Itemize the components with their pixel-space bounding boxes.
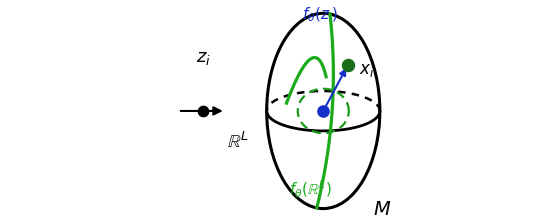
Text: $z_i$: $z_i$ — [196, 49, 211, 67]
Text: $f_\theta(\mathbb{R}^L)$: $f_\theta(\mathbb{R}^L)$ — [288, 179, 332, 200]
Point — [343, 64, 352, 67]
Text: $x_i$: $x_i$ — [359, 61, 374, 79]
Text: $f_\theta(z_i)$: $f_\theta(z_i)$ — [302, 5, 338, 24]
Text: $M$: $M$ — [373, 200, 391, 219]
Text: $\mathbb{R}^L$: $\mathbb{R}^L$ — [227, 132, 249, 152]
Point — [319, 109, 328, 113]
Point — [199, 109, 208, 113]
